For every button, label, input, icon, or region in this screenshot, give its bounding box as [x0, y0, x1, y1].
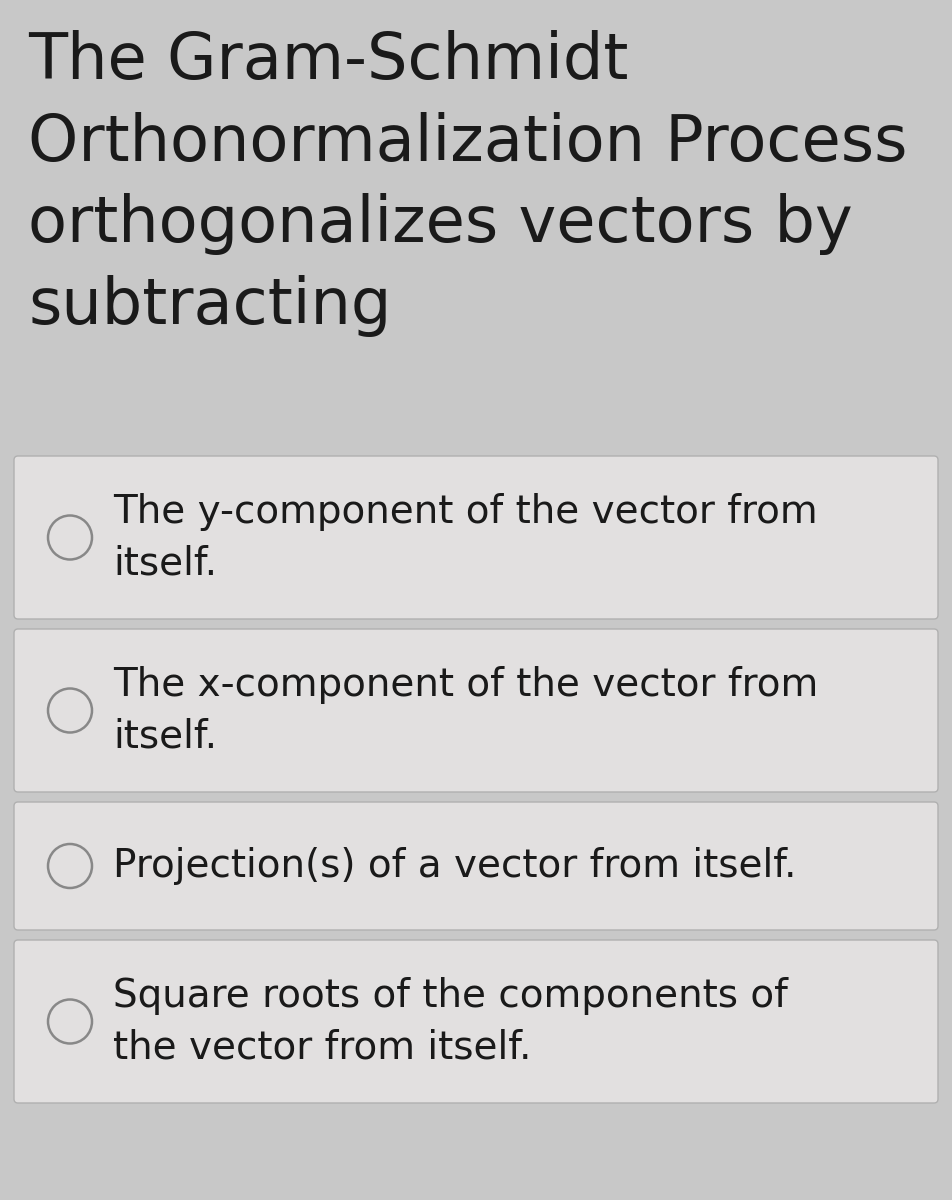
FancyBboxPatch shape [14, 940, 938, 1103]
Text: The Gram-Schmidt
Orthonormalization Process
orthogonalizes vectors by
subtractin: The Gram-Schmidt Orthonormalization Proc… [28, 30, 907, 337]
Text: The x-component of the vector from
itself.: The x-component of the vector from itsel… [113, 666, 819, 755]
FancyBboxPatch shape [14, 629, 938, 792]
Text: Square roots of the components of
the vector from itself.: Square roots of the components of the ve… [113, 977, 788, 1067]
FancyBboxPatch shape [14, 456, 938, 619]
Text: The y-component of the vector from
itself.: The y-component of the vector from itsel… [113, 493, 818, 582]
FancyBboxPatch shape [14, 802, 938, 930]
Text: Projection(s) of a vector from itself.: Projection(s) of a vector from itself. [113, 847, 797, 886]
